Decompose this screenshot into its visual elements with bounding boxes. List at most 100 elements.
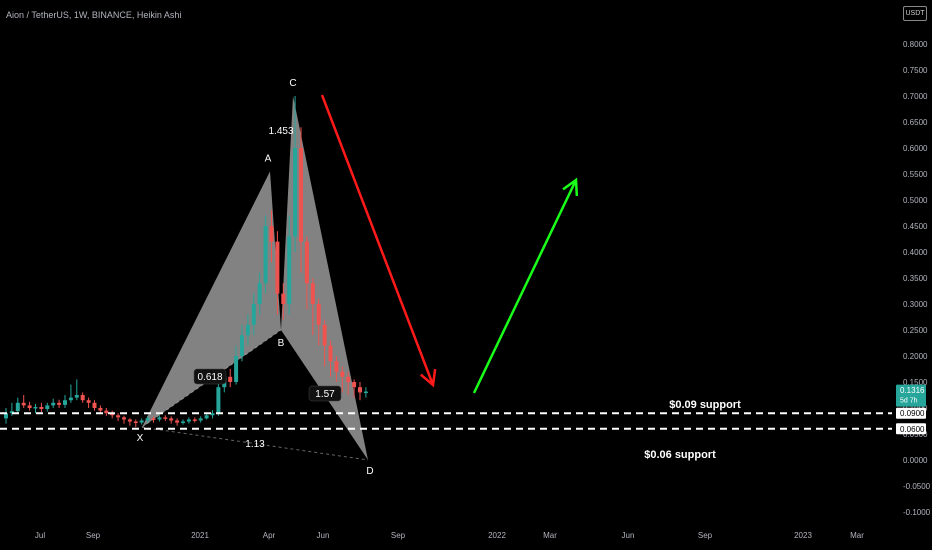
price-axis: 0.8000 0.7500 0.7000 0.6500 0.6000 0.5500 0.50… (896, 40, 931, 517)
candle-body (334, 361, 339, 372)
candle-body (275, 241, 280, 294)
pattern-point-a: A (265, 153, 272, 164)
x-tick-label: Sep (86, 531, 101, 540)
candle-body (358, 387, 362, 393)
candle-body (304, 241, 309, 284)
candle-body (263, 226, 268, 284)
candle-body (346, 376, 351, 382)
chart-title: Aion / TetherUS, 1W, BINANCE, Heikin Ash… (6, 10, 182, 20)
price-tag-box (896, 423, 926, 435)
x-tick-label: Mar (543, 531, 557, 540)
y-tick-label: 0.5000 (903, 196, 928, 205)
y-tick-label: 0.0000 (903, 456, 928, 465)
candle-body (210, 413, 215, 416)
y-tick-label: 0.3500 (903, 274, 928, 283)
candle-body (328, 345, 333, 362)
candle-body (340, 371, 345, 377)
support-lines: $0.09 support $0.06 support (0, 399, 892, 461)
y-tick-label: 0.4500 (903, 222, 928, 231)
candle-body (228, 376, 233, 382)
arrows (320, 94, 579, 394)
x-tick-label: Sep (391, 531, 406, 540)
candle-body (151, 418, 156, 420)
pattern-point-b: B (278, 338, 285, 349)
candle-body (68, 397, 73, 401)
candle-body (181, 421, 185, 424)
pattern-xd-line (141, 426, 369, 461)
ratio-label: 1.13 (245, 439, 265, 450)
candle-body (316, 304, 321, 325)
candle-body (234, 356, 239, 382)
candle-body (157, 417, 162, 420)
price-tag-label: 0.0600 (900, 425, 925, 434)
y-tick-label: 0.4000 (903, 248, 928, 257)
candle-body (15, 402, 20, 412)
candle-body (269, 226, 274, 242)
y-tick-label: -0.1000 (903, 508, 931, 517)
candle-body (240, 335, 244, 356)
pattern-point-c: C (289, 78, 296, 89)
ratio-label: 0.618 (197, 372, 222, 383)
candle-body (363, 391, 368, 394)
y-tick-label: -0.0500 (903, 482, 931, 491)
candle-body (216, 387, 221, 414)
candles (4, 96, 368, 428)
x-tick-label: 2022 (488, 531, 506, 540)
x-tick-label: 2021 (191, 531, 209, 540)
pattern-point-d: D (366, 466, 373, 477)
y-tick-label: 0.2000 (903, 352, 928, 361)
candle-body (310, 283, 315, 304)
candle-body (45, 405, 50, 410)
candle-body (175, 420, 180, 423)
candle-body (186, 419, 191, 422)
candle-body (116, 415, 121, 418)
candle-body (27, 405, 32, 408)
y-tick-label: 0.7000 (903, 92, 928, 101)
candle-body (57, 402, 62, 405)
candle-body (33, 406, 38, 409)
candle-body (80, 395, 85, 401)
candle-body (21, 402, 26, 406)
time-axis: Jul Sep 2021 Apr Jun Sep 2022 Mar Jun Sep 2023 Mar (35, 531, 864, 540)
y-tick-label: 0.8000 (903, 40, 928, 49)
candle-body (51, 402, 56, 406)
harmonic-pattern (141, 96, 369, 461)
candle-body (104, 410, 109, 414)
pattern-point-x: X (137, 433, 144, 444)
candle-body (74, 395, 79, 398)
y-tick-label: 0.1500 (903, 378, 928, 387)
y-tick-label: 0.0500 (903, 430, 928, 439)
ratio-label: 1.57 (315, 389, 335, 400)
arrow-up-shaft (472, 179, 578, 394)
candle-body (293, 148, 298, 237)
candle-body (110, 413, 115, 416)
candle-body (257, 283, 262, 304)
candle-body (9, 411, 14, 414)
candle-body (163, 417, 168, 419)
price-tag-label: 0.0900 (900, 409, 925, 418)
support-label: $0.06 support (644, 449, 716, 461)
candle-body (287, 236, 292, 304)
x-tick-label: 2023 (794, 531, 812, 540)
x-tick-label: Jul (35, 531, 45, 540)
candle-body (192, 419, 197, 421)
y-tick-label: 0.5500 (903, 170, 928, 179)
candle-body (92, 402, 97, 408)
candle-body (204, 415, 209, 419)
price-tag-box (896, 407, 926, 419)
ratio-label-box (193, 368, 227, 385)
arrow-up-head (562, 177, 579, 197)
candle-body (352, 382, 357, 388)
candle-body (299, 148, 303, 242)
candle-body (133, 421, 138, 424)
candle-body (39, 406, 44, 410)
x-tick-label: Mar (850, 531, 864, 540)
pattern-labels: X A B C D 0.618 1.453 1.57 1.13 (137, 78, 374, 477)
candle-body (63, 400, 67, 405)
candle-body (127, 419, 132, 422)
x-tick-label: Jun (622, 531, 635, 540)
currency-badge[interactable]: USDT (903, 6, 927, 21)
y-tick-label: 0.6000 (903, 144, 928, 153)
candle-body (322, 324, 327, 346)
